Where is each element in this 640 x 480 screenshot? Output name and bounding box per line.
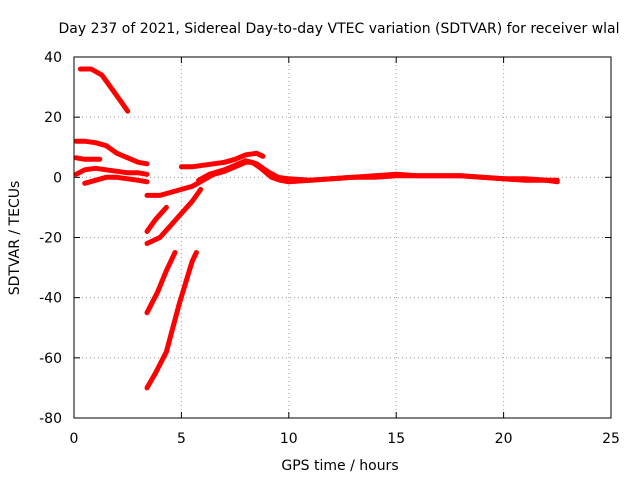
series-line-track-8 bbox=[196, 158, 560, 183]
series-line-track-2 bbox=[73, 138, 150, 167]
series-line-track-12 bbox=[144, 250, 199, 391]
tick-labels: 0 5 10 15 20 25 -80 -60 -40 -20 0 20 40 bbox=[39, 50, 620, 447]
y-tick-label: -60 bbox=[39, 351, 62, 367]
series-line-track-5 bbox=[82, 174, 150, 186]
series-line-track-9 bbox=[144, 204, 169, 234]
x-tick-label: 15 bbox=[387, 431, 405, 447]
x-tick-label: 20 bbox=[495, 431, 513, 447]
y-tick-label: 40 bbox=[44, 50, 62, 66]
x-tick-label: 0 bbox=[70, 431, 79, 447]
series-line-track-1 bbox=[77, 66, 131, 114]
chart-title: Day 237 of 2021, Sidereal Day-to-day VTE… bbox=[58, 21, 619, 37]
y-tick-label: 0 bbox=[53, 170, 62, 186]
y-tick-label: -20 bbox=[39, 231, 62, 247]
x-axis-title: GPS time / hours bbox=[281, 458, 398, 474]
ticks bbox=[73, 56, 612, 419]
series-line-track-7 bbox=[178, 150, 266, 170]
y-tick-label: -80 bbox=[39, 411, 62, 427]
y-tick-label: 20 bbox=[44, 110, 62, 126]
x-tick-label: 5 bbox=[177, 431, 186, 447]
x-tick-label: 10 bbox=[280, 431, 298, 447]
y-axis-title: SDTVAR / TECUs bbox=[7, 181, 23, 296]
x-tick-label: 25 bbox=[602, 431, 620, 447]
series-line-track-10 bbox=[144, 186, 204, 246]
y-tick-label: -40 bbox=[39, 291, 62, 307]
series-line-track-3 bbox=[73, 155, 103, 162]
series-line-track-4 bbox=[73, 165, 150, 177]
series-group bbox=[73, 66, 560, 391]
series-line-track-11 bbox=[144, 250, 178, 316]
